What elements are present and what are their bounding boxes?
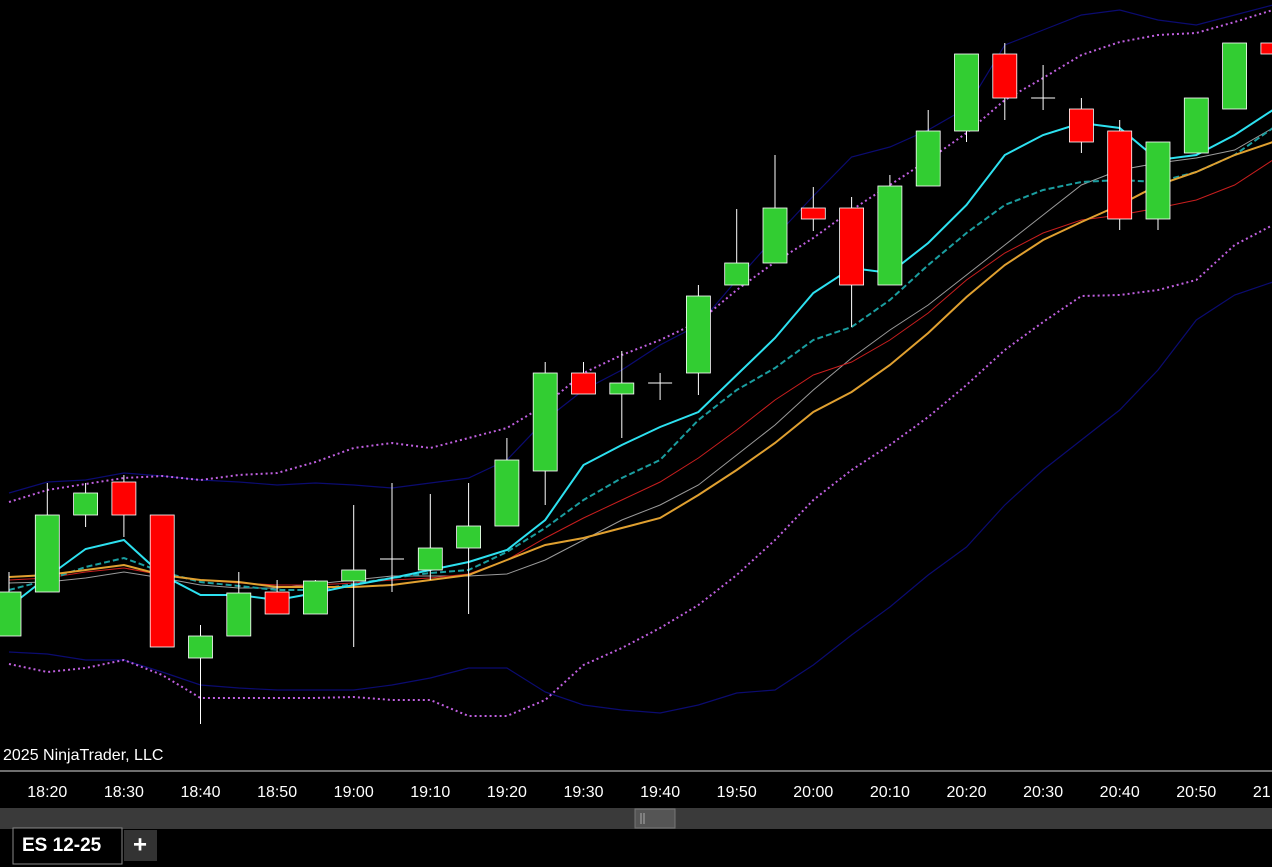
indicator-line: [8, 127, 1272, 589]
candle-body: [34, 514, 60, 593]
candle-body: [954, 53, 979, 132]
candle-body: [226, 592, 252, 637]
add-tab-icon[interactable]: +: [133, 831, 147, 858]
indicator-line: [8, 224, 1272, 717]
candle-body: [1145, 141, 1171, 220]
x-tick-label: 19:00: [334, 784, 374, 801]
x-tick-label: 20:50: [1176, 784, 1216, 801]
candle-body: [839, 207, 864, 286]
candle-body: [532, 372, 558, 472]
x-tick-label: 19:40: [640, 784, 680, 801]
candle-body: [341, 569, 367, 582]
candle-body: [609, 382, 635, 395]
candle-body: [188, 635, 213, 659]
candle-body: [571, 372, 596, 395]
candle-body: [1183, 97, 1209, 154]
series-layer: [0, 4, 1272, 724]
candle-body: [1069, 108, 1094, 143]
x-tick-label: 18:50: [257, 784, 297, 801]
copyright: 2025 NinjaTrader, LLC: [3, 747, 163, 764]
x-tick-label: 20:30: [1023, 784, 1063, 801]
x-tick-label: 18:30: [104, 784, 144, 801]
candle-body: [800, 207, 826, 220]
x-tick-label: 18:20: [27, 784, 67, 801]
candle-body: [1222, 42, 1247, 110]
indicator-line: [8, 281, 1272, 714]
tab-bar: [0, 829, 1272, 867]
candle-body: [1260, 42, 1272, 55]
indicator-line: [8, 4, 1272, 494]
indicator-line: [8, 141, 1272, 588]
candle-body: [992, 53, 1018, 99]
x-tick-label: 21:00: [1253, 784, 1272, 801]
candle-body: [494, 459, 520, 527]
tab-label[interactable]: ES 12-25: [22, 835, 102, 856]
candle-body: [73, 492, 98, 516]
candle-body: [1107, 130, 1133, 220]
candle-body: [724, 262, 750, 286]
x-tick-label: 20:10: [870, 784, 910, 801]
x-tick-label: 18:40: [180, 784, 220, 801]
x-tick-label: 19:10: [410, 784, 450, 801]
x-tick-label: 20:20: [946, 784, 986, 801]
candle-body: [0, 591, 22, 637]
x-tick-label: 20:40: [1100, 784, 1140, 801]
candle-body: [915, 130, 941, 187]
candle-body: [264, 591, 290, 615]
candle-body: [456, 525, 482, 549]
indicator-line: [8, 109, 1272, 608]
tab[interactable]: [12, 827, 123, 865]
x-tick-label: 19:20: [487, 784, 527, 801]
indicator-line: [8, 9, 1272, 503]
candle-body: [302, 580, 328, 615]
candle-body: [111, 481, 137, 516]
x-tick-label: 19:50: [717, 784, 757, 801]
candle-body: [762, 207, 788, 264]
x-tick-label: 19:30: [563, 784, 603, 801]
candle-body: [417, 547, 443, 571]
candle-body: [149, 514, 175, 648]
indicator-line: [8, 127, 1272, 591]
add-tab-button[interactable]: [124, 830, 157, 861]
x-tick-label: 20:00: [793, 784, 833, 801]
scroll-thumb[interactable]: [634, 808, 676, 829]
candle-body: [877, 185, 903, 286]
candle-body: [686, 295, 711, 374]
